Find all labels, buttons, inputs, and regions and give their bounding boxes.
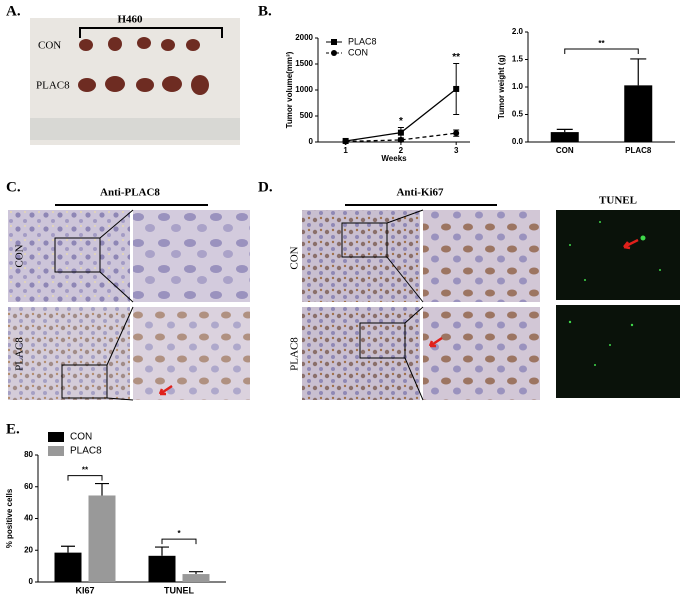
- micrograph: [8, 210, 130, 302]
- x-tick-label: 3: [454, 146, 459, 155]
- row-label: PLAC8: [289, 337, 301, 371]
- marker: [331, 50, 337, 56]
- marker: [397, 136, 404, 143]
- significance-bracket: [161, 538, 197, 545]
- legend-label: CON: [348, 47, 368, 57]
- error-bar: [630, 58, 647, 86]
- ruler: [30, 118, 240, 140]
- significance-label: **: [452, 52, 460, 63]
- y-tick-label: 40: [24, 514, 33, 523]
- y-tick-label: 2000: [295, 33, 313, 42]
- bar: [54, 552, 82, 582]
- series-line: [345, 132, 457, 143]
- error-bar: [61, 545, 75, 553]
- y-axis-label: % positive cells: [5, 488, 14, 548]
- tumors: [78, 37, 209, 95]
- y-tick-label: 0.0: [512, 137, 524, 146]
- micrograph: [302, 210, 420, 302]
- panel-label: C.: [6, 179, 21, 195]
- x-tick-label: PLAC8: [625, 146, 652, 155]
- bar: [148, 555, 176, 582]
- x-tick-label: CON: [556, 146, 574, 155]
- marker: [342, 138, 349, 145]
- x-tick-label: TUNEL: [164, 585, 194, 595]
- micrograph: [556, 305, 680, 398]
- arrow: [623, 238, 639, 250]
- zoom-guides: [341, 209, 424, 401]
- bar: [88, 495, 116, 582]
- row-label: PLAC8: [14, 337, 26, 371]
- legend-label: PLAC8: [70, 446, 102, 457]
- significance-bracket: [564, 48, 639, 54]
- significance-label: **: [82, 466, 89, 475]
- micrograph: [8, 307, 130, 400]
- panel-label: A.: [6, 3, 21, 19]
- legend-swatch: [48, 446, 64, 456]
- x-tick-label: 2: [399, 146, 404, 155]
- panel-label: D.: [258, 179, 273, 195]
- error-bar: [95, 482, 109, 496]
- y-axis-label: Tumor volume(mm³): [285, 51, 294, 128]
- y-tick-label: 1000: [295, 85, 313, 94]
- arrow: [158, 384, 173, 396]
- micrograph: [423, 307, 540, 400]
- marker: [453, 130, 460, 137]
- y-tick-label: 0: [29, 577, 34, 586]
- row-label: CON: [38, 40, 61, 52]
- panel-title: TUNEL: [599, 195, 637, 207]
- panel-title: Anti-Ki67: [396, 187, 444, 199]
- y-tick-label: 60: [24, 482, 33, 491]
- y-tick-label: 20: [24, 545, 33, 554]
- y-tick-label: 1.0: [512, 82, 524, 91]
- y-axis-label: Tumor weight (g): [497, 55, 506, 120]
- y-tick-label: 500: [300, 111, 314, 120]
- zoom-guides: [54, 209, 134, 401]
- marker: [453, 85, 460, 92]
- micrograph: [302, 307, 420, 400]
- panel-label: B.: [258, 3, 272, 19]
- error-bar: [556, 128, 573, 133]
- significance-label: *: [399, 116, 403, 127]
- marker: [397, 129, 404, 136]
- row-label: CON: [14, 244, 26, 267]
- fluorescence: [568, 221, 661, 366]
- micrograph: [133, 307, 250, 400]
- y-tick-label: 2.0: [512, 27, 524, 36]
- x-axis-label: Weeks: [381, 154, 407, 163]
- panel-label: E.: [6, 421, 20, 437]
- significance-label: **: [598, 39, 605, 48]
- error-bar: [189, 571, 203, 575]
- x-tick-label: KI67: [75, 585, 94, 595]
- bracket: [79, 27, 223, 38]
- micrograph: [133, 210, 250, 302]
- error-bar: [155, 546, 169, 556]
- bar: [550, 132, 579, 142]
- x-tick-label: 1: [343, 146, 348, 155]
- y-tick-label: 0.5: [512, 110, 524, 119]
- y-tick-label: 80: [24, 450, 33, 459]
- significance-label: *: [177, 529, 181, 538]
- significance-bracket: [67, 475, 103, 481]
- y-tick-label: 1500: [295, 59, 313, 68]
- y-tick-label: 1.5: [512, 55, 524, 64]
- arrow: [428, 336, 443, 348]
- legend-label: CON: [70, 432, 92, 443]
- micrograph: [423, 210, 540, 302]
- legend-swatch: [48, 432, 64, 442]
- row-label: CON: [289, 246, 301, 269]
- bar: [182, 574, 210, 582]
- row-label: PLAC8: [36, 80, 70, 92]
- bar: [624, 85, 653, 142]
- y-tick-label: 0: [309, 137, 314, 146]
- micrograph: [556, 210, 680, 300]
- panel-title: H460: [117, 14, 143, 26]
- marker: [331, 39, 337, 45]
- panel-title: Anti-PLAC8: [100, 187, 160, 199]
- legend-label: PLAC8: [348, 36, 377, 46]
